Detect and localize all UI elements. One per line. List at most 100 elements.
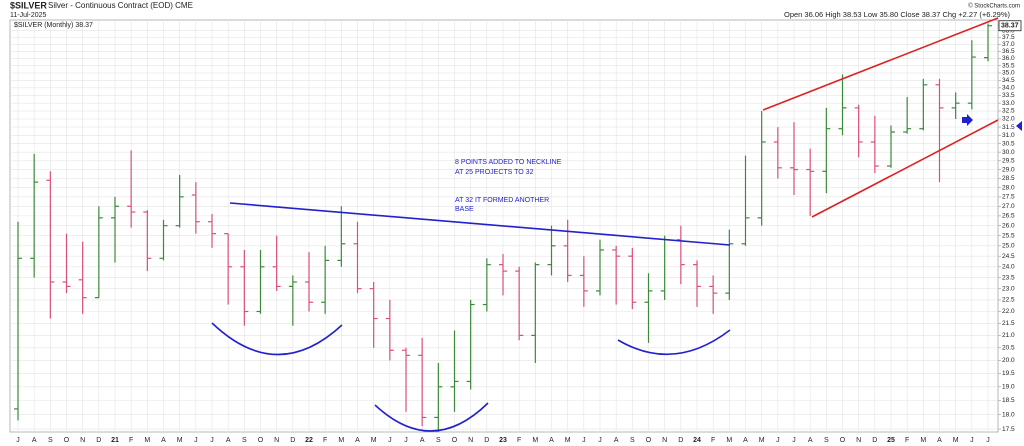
arc: [617, 329, 731, 356]
x-tick-label: A: [32, 437, 37, 444]
x-tick-label: N: [80, 437, 85, 444]
x-tick-label: M: [565, 437, 571, 444]
x-tick-label: O: [452, 437, 458, 444]
x-tick-label: J: [986, 437, 990, 444]
y-tick-label: 31.5: [1002, 124, 1015, 131]
x-tick-label: S: [824, 437, 829, 444]
x-tick-label: J: [210, 437, 214, 444]
y-tick-label: 21.0: [1002, 332, 1015, 339]
y-tick-label: 21.5: [1002, 320, 1015, 327]
x-tick-label: M: [371, 437, 377, 444]
last-price: 38.37: [1001, 23, 1019, 30]
y-tick-label: 24.0: [1002, 264, 1015, 271]
x-tick-label: D: [872, 437, 877, 444]
x-tick-label: S: [436, 437, 441, 444]
y-tick-label: 22.0: [1002, 308, 1015, 315]
y-tick-label: 17.5: [1002, 426, 1015, 433]
channel-lower: [811, 119, 999, 218]
y-tick-label: 27.5: [1002, 194, 1015, 201]
x-tick-label: J: [582, 437, 586, 444]
legend: $SILVER (Monthly) 38.37: [14, 22, 93, 29]
x-tick-label: M: [338, 437, 344, 444]
y-tick-label: 25.0: [1002, 243, 1015, 250]
x-tick-label: J: [194, 437, 198, 444]
x-tick-label: 21: [111, 437, 119, 444]
symbol: $SILVER: [10, 0, 47, 10]
x-tick-label: M: [953, 437, 959, 444]
channel-upper: [762, 17, 999, 111]
x-tick-label: A: [420, 437, 425, 444]
quote: Open 36.06 High 38.53 Low 35.80 Close 38…: [784, 10, 1010, 19]
y-tick-label: 36.0: [1002, 55, 1015, 62]
annotation: AT 32 IT FORMED ANOTHER: [455, 197, 549, 204]
y-tick-label: 34.0: [1002, 85, 1015, 92]
chart-title: Silver - Continuous Contract (EOD) CME: [48, 1, 193, 10]
date: 11-Jul-2025: [10, 12, 47, 19]
arc: [211, 322, 343, 356]
y-tick-label: 26.5: [1002, 213, 1015, 220]
y-tick-label: 18.0: [1002, 411, 1015, 418]
y-tick-label: 22.5: [1002, 297, 1015, 304]
x-tick-label: D: [96, 437, 101, 444]
y-tick-label: 36.5: [1002, 48, 1015, 55]
x-tick-label: A: [161, 437, 166, 444]
x-tick-label: M: [532, 437, 538, 444]
x-tick-label: F: [517, 437, 521, 444]
annotation: AT 25 PROJECTS TO 32: [455, 169, 534, 176]
x-tick-label: O: [646, 437, 652, 444]
x-tick-label: J: [404, 437, 408, 444]
y-tick-label: 28.0: [1002, 184, 1015, 191]
x-tick-label: D: [290, 437, 295, 444]
x-tick-label: A: [808, 437, 813, 444]
x-tick-label: 24: [693, 437, 701, 444]
x-tick-label: A: [226, 437, 231, 444]
y-tick-label: 18.5: [1002, 397, 1015, 404]
x-tick-label: F: [711, 437, 715, 444]
bars: [14, 23, 992, 432]
x-tick-label: J: [776, 437, 780, 444]
y-tick-label: 23.0: [1002, 285, 1015, 292]
x-tick-label: A: [549, 437, 554, 444]
y-tick-label: 24.5: [1002, 253, 1015, 260]
x-tick-label: 22: [305, 437, 313, 444]
x-tick-label: M: [920, 437, 926, 444]
x-tick-label: N: [468, 437, 473, 444]
y-tick-label: 30.0: [1002, 149, 1015, 156]
y-tick-label: 23.5: [1002, 274, 1015, 281]
y-tick-label: 37.5: [1002, 34, 1015, 41]
arrow: [1016, 121, 1022, 131]
x-tick-label: S: [48, 437, 53, 444]
y-tick-label: 34.5: [1002, 77, 1015, 84]
x-tick-label: M: [726, 437, 732, 444]
annotation: BASE: [455, 206, 474, 213]
x-tick-label: J: [792, 437, 796, 444]
y-tick-label: 19.5: [1002, 370, 1015, 377]
x-tick-label: O: [64, 437, 70, 444]
y-tick-label: 26.0: [1002, 222, 1015, 229]
y-tick-label: 25.5: [1002, 232, 1015, 239]
neckline: [229, 202, 731, 246]
x-tick-label: J: [388, 437, 392, 444]
x-tick-label: 25: [887, 437, 895, 444]
x-tick-label: N: [856, 437, 861, 444]
annotation: 8 POINTS ADDED TO NECKLINE: [455, 159, 562, 166]
x-tick-label: J: [16, 437, 20, 444]
x-tick-label: F: [129, 437, 133, 444]
x-tick-label: M: [177, 437, 183, 444]
y-tick-label: 33.0: [1002, 100, 1015, 107]
arrow: [962, 114, 973, 126]
x-tick-label: N: [274, 437, 279, 444]
y-tick-label: 31.0: [1002, 132, 1015, 139]
arc: [374, 402, 489, 432]
y-tick-label: 29.5: [1002, 158, 1015, 165]
y-tick-label: 32.0: [1002, 116, 1015, 123]
y-tick-label: 27.0: [1002, 203, 1015, 210]
y-tick-label: 30.5: [1002, 140, 1015, 147]
x-tick-label: A: [355, 437, 360, 444]
x-tick-label: D: [484, 437, 489, 444]
y-tick-label: 33.5: [1002, 92, 1015, 99]
x-tick-label: O: [258, 437, 264, 444]
grid: [10, 20, 998, 432]
